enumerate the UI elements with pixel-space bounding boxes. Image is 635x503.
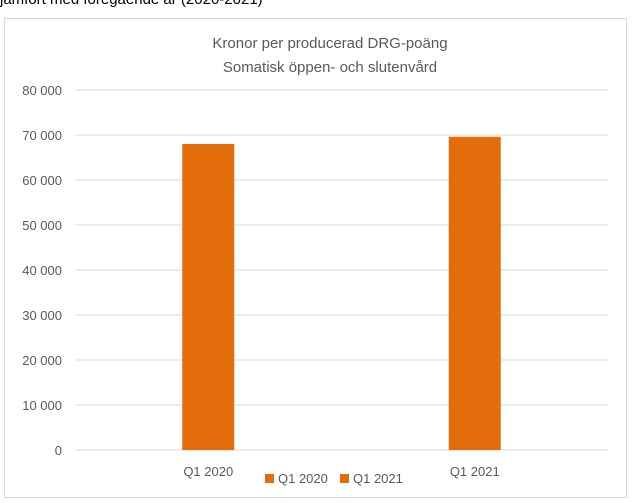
- chart-frame: [4, 18, 627, 498]
- legend-swatch: [340, 474, 349, 483]
- chart-subtitle: Somatisk öppen- och slutenvård: [223, 59, 437, 76]
- y-tick-label: 30 000: [22, 308, 62, 323]
- bar: [182, 144, 235, 450]
- y-tick-label: 80 000: [22, 83, 62, 98]
- chart-title: Kronor per producerad DRG-poäng: [212, 35, 447, 52]
- legend-label: Q1 2021: [353, 471, 403, 486]
- figure-caption: jämfört med föregående år (2020-2021): [0, 0, 263, 8]
- y-tick-label: 10 000: [22, 398, 62, 413]
- x-tick-label: Q1 2020: [183, 464, 233, 479]
- bar: [448, 136, 501, 451]
- legend-label: Q1 2020: [278, 471, 328, 486]
- y-tick-label: 0: [55, 443, 62, 458]
- y-tick-label: 20 000: [22, 353, 62, 368]
- y-tick-label: 70 000: [22, 128, 62, 143]
- y-tick-label: 40 000: [22, 263, 62, 278]
- legend-swatch: [265, 474, 274, 483]
- y-tick-label: 60 000: [22, 173, 62, 188]
- y-tick-label: 50 000: [22, 218, 62, 233]
- x-tick-label: Q1 2021: [450, 464, 500, 479]
